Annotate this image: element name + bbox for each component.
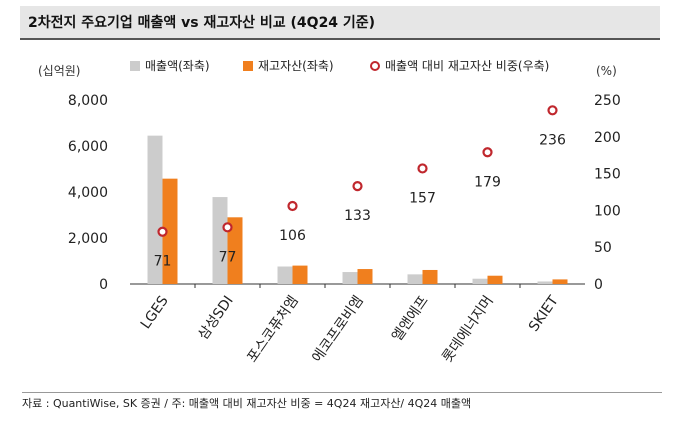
legend-label-ratio: 매출액 대비 재고자산 비중(우축) bbox=[385, 59, 549, 73]
bar-inventory bbox=[292, 265, 308, 284]
ratio-point bbox=[287, 200, 298, 212]
x-tick-label: 포스코퓨처엠 bbox=[244, 293, 301, 365]
ratio-data-label: 236 bbox=[539, 132, 566, 148]
bar-sales bbox=[277, 266, 293, 284]
bar-sales bbox=[147, 135, 163, 284]
ratio-point bbox=[417, 163, 428, 174]
ratio-data-label: 133 bbox=[344, 208, 371, 224]
ratio-point bbox=[482, 147, 493, 158]
ratio-data-label: 179 bbox=[474, 174, 501, 190]
chart-title: 2차전지 주요기업 매출액 vs 재고자산 비교 (4Q24 기준) bbox=[28, 15, 376, 31]
legend-swatch-sales bbox=[130, 61, 140, 71]
x-tick-label: LGES bbox=[138, 293, 172, 332]
y-left-tick-label: 6,000 bbox=[68, 139, 108, 155]
y-right-tick-label: 100 bbox=[594, 203, 621, 219]
x-tick-label: 엘앤에프 bbox=[389, 293, 432, 344]
y-left-tick-label: 2,000 bbox=[68, 231, 108, 247]
y-right-tick-label: 50 bbox=[594, 240, 612, 256]
ratio-data-label: 71 bbox=[154, 254, 172, 270]
x-tick-label: SKIET bbox=[526, 293, 562, 335]
bar-inventory bbox=[357, 269, 373, 284]
x-tick-label: 삼성SDI bbox=[195, 293, 237, 343]
bar-inventory bbox=[422, 269, 438, 284]
y-right-tick-label: 0 bbox=[594, 277, 603, 293]
y-left-tick-label: 4,000 bbox=[68, 185, 108, 201]
bar-sales bbox=[537, 281, 553, 284]
bar-sales bbox=[407, 274, 423, 284]
legend-label-sales: 매출액(좌축) bbox=[145, 59, 210, 73]
ratio-data-label: 106 bbox=[279, 228, 306, 244]
bar-inventory bbox=[227, 217, 243, 284]
y-left-axis-title: (십억원) bbox=[38, 64, 80, 78]
y-right-tick-label: 150 bbox=[594, 167, 621, 183]
x-tick-label: 롯데에너지머 bbox=[439, 293, 496, 365]
y-left-tick-label: 0 bbox=[99, 277, 108, 293]
ratio-data-label: 157 bbox=[409, 190, 436, 206]
ratio-point bbox=[222, 222, 233, 233]
x-tick-label: 에코프로비엠 bbox=[309, 293, 366, 365]
bar-sales bbox=[472, 278, 488, 284]
ratio-point bbox=[547, 105, 558, 116]
title-bar: 2차전지 주요기업 매출액 vs 재고자산 비교 (4Q24 기준) bbox=[20, 6, 660, 40]
bar-inventory bbox=[162, 178, 178, 284]
source-note: 자료 : QuantiWise, SK 증권 / 주: 매출액 대비 재고자산 … bbox=[22, 392, 662, 411]
bar-sales bbox=[342, 272, 358, 284]
y-right-tick-label: 200 bbox=[594, 130, 621, 146]
legend-label-inventory: 재고자산(좌축) bbox=[258, 59, 334, 73]
ratio-point bbox=[352, 181, 363, 192]
bar-inventory bbox=[552, 279, 568, 284]
y-right-axis-title: (%) bbox=[596, 64, 617, 78]
legend-marker-ratio bbox=[370, 61, 380, 71]
bar-inventory bbox=[487, 275, 503, 284]
legend-swatch-inventory bbox=[243, 61, 253, 71]
y-left-tick-label: 8,000 bbox=[68, 93, 108, 109]
ratio-data-label: 77 bbox=[219, 249, 237, 265]
ratio-point bbox=[157, 226, 168, 237]
y-right-tick-label: 250 bbox=[594, 93, 621, 109]
bar-sales bbox=[212, 197, 228, 284]
